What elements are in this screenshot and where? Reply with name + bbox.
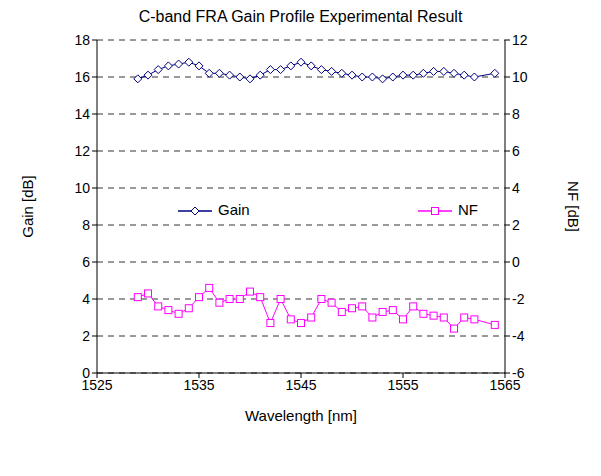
svg-text:18: 18 (74, 32, 90, 48)
svg-text:10: 10 (512, 69, 528, 85)
svg-text:Wavelength [nm]: Wavelength [nm] (245, 407, 357, 424)
svg-text:4: 4 (82, 291, 90, 307)
svg-text:8: 8 (82, 217, 90, 233)
svg-text:Gain [dB]: Gain [dB] (19, 175, 36, 238)
svg-text:16: 16 (74, 69, 90, 85)
svg-text:0: 0 (82, 365, 90, 381)
svg-text:-6: -6 (512, 365, 525, 381)
svg-text:2: 2 (82, 328, 90, 344)
svg-text:1535: 1535 (183, 377, 214, 393)
svg-text:4: 4 (512, 180, 520, 196)
svg-text:10: 10 (74, 180, 90, 196)
svg-text:0: 0 (512, 254, 520, 270)
svg-text:-2: -2 (512, 291, 525, 307)
svg-text:8: 8 (512, 106, 520, 122)
svg-text:12: 12 (74, 143, 90, 159)
svg-text:1555: 1555 (387, 377, 418, 393)
svg-text:14: 14 (74, 106, 90, 122)
svg-text:6: 6 (82, 254, 90, 270)
html-text:C-band FRA Gain Profile Experi: C-band FRA Gain Profile Experimental Res… (138, 8, 463, 25)
svg-text:-4: -4 (512, 328, 525, 344)
svg-text:6: 6 (512, 143, 520, 159)
svg-text:1545: 1545 (285, 377, 316, 393)
html-text:Gain: Gain (218, 201, 250, 218)
svg-text:12: 12 (512, 32, 528, 48)
svg-text:2: 2 (512, 217, 520, 233)
svg-text:1565: 1565 (489, 376, 521, 393)
svg-text:1525: 1525 (81, 376, 113, 393)
svg-text:NF [dB]: NF [dB] (565, 181, 582, 232)
html-text:NF: NF (458, 201, 478, 218)
